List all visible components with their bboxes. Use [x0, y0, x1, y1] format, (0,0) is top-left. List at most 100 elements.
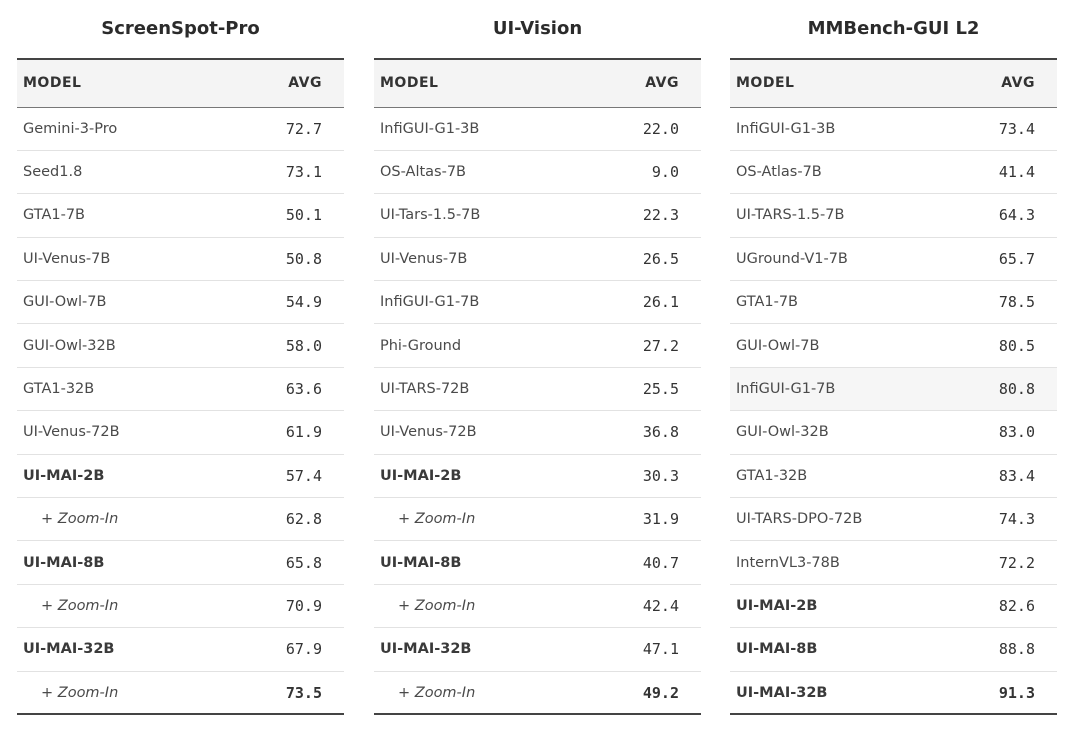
avg-score-cell: 83.0: [998, 423, 1035, 442]
table-row: UI-MAI-2B 82.6: [730, 584, 1057, 628]
model-name-cell: UI-Venus-72B: [380, 424, 477, 441]
avg-score-cell: 80.5: [998, 336, 1035, 355]
table-row: + Zoom-In 73.5: [17, 671, 344, 714]
model-name-cell: GUI-Owl-32B: [736, 424, 829, 441]
table-body: InfiGUI-G1-3B 73.4 OS-Atlas-7B 41.4 UI-TARS-…: [730, 107, 1057, 714]
table-row: Seed1.8 73.1: [17, 150, 344, 194]
table-row: GUI-Owl-7B 80.5: [730, 324, 1057, 368]
results-table: MODEL AVG InfiGUI-G1-3B 73.4 OS-Atlas-7B 41…: [730, 58, 1057, 716]
table-panel-ui-vision: UI-Vision MODEL AVG InfiGUI-G1-3B 22.0 OS-…: [374, 0, 701, 716]
panel-title: ScreenSpot-Pro: [101, 18, 260, 39]
model-name-cell: + Zoom-In: [398, 597, 476, 614]
table-row: InternVL3-78B 72.2: [730, 541, 1057, 585]
avg-score-cell: 63.6: [285, 380, 322, 399]
avg-score-cell: 64.3: [998, 206, 1035, 225]
table-row: UI-TARS-72B 25.5: [374, 367, 701, 411]
model-name-cell: UI-MAI-32B: [736, 684, 828, 701]
table-row: UI-MAI-8B 88.8: [730, 628, 1057, 672]
avg-score-cell: 54.9: [285, 293, 322, 312]
model-name-cell: + Zoom-In: [41, 684, 119, 701]
table-row: Phi-Ground 27.2: [374, 324, 701, 368]
avg-score-cell: 72.7: [285, 119, 322, 138]
avg-score-cell: 83.4: [998, 466, 1035, 485]
avg-score-cell: 30.3: [642, 466, 679, 485]
table-row: UI-Venus-72B 36.8: [374, 411, 701, 455]
model-name-cell: InfiGUI-G1-7B: [380, 294, 480, 311]
panel-title: UI-Vision: [492, 18, 583, 39]
avg-score-cell: 62.8: [285, 510, 322, 529]
model-name-cell: + Zoom-In: [398, 684, 476, 701]
column-header-model: MODEL: [23, 75, 82, 92]
avg-score-cell: 74.3: [998, 510, 1035, 529]
avg-score-cell: 82.6: [998, 596, 1035, 615]
model-name-cell: UI-MAI-8B: [23, 554, 105, 571]
table-row: UI-MAI-32B 47.1: [374, 628, 701, 672]
avg-score-cell: 47.1: [642, 640, 679, 659]
avg-score-cell: 67.9: [285, 640, 322, 659]
table-row: + Zoom-In 70.9: [17, 584, 344, 628]
avg-score-cell: 65.8: [285, 553, 322, 572]
model-name-cell: InternVL3-78B: [736, 554, 840, 571]
model-name-cell: UI-MAI-8B: [736, 641, 818, 658]
table-row: OS-Atlas-7B 41.4: [730, 150, 1057, 194]
avg-score-cell: 73.4: [998, 119, 1035, 138]
table-row: Gemini-3-Pro 72.7: [17, 107, 344, 151]
avg-score-cell: 9.0: [651, 163, 679, 182]
table-row: InfiGUI-G1-3B 22.0: [374, 107, 701, 151]
avg-score-cell: 50.1: [285, 206, 322, 225]
model-name-cell: UI-Venus-72B: [23, 424, 120, 441]
table-header-row: MODEL AVG: [730, 59, 1057, 107]
column-header-model: MODEL: [736, 75, 795, 92]
model-name-cell: UI-TARS-DPO-72B: [736, 511, 863, 528]
model-name-cell: + Zoom-In: [41, 597, 119, 614]
avg-score-cell: 22.0: [642, 119, 679, 138]
avg-score-cell: 50.8: [285, 249, 322, 268]
table-row: InfiGUI-G1-7B 80.8: [730, 367, 1057, 411]
model-name-cell: GTA1-32B: [736, 467, 808, 484]
model-name-cell: UI-MAI-32B: [380, 641, 472, 658]
table-row: UI-MAI-32B 67.9: [17, 628, 344, 672]
model-name-cell: UI-MAI-8B: [380, 554, 462, 571]
model-name-cell: UI-Tars-1.5-7B: [380, 207, 481, 224]
results-table: MODEL AVG Gemini-3-Pro 72.7 Seed1.8 73.1 GTA…: [17, 58, 344, 716]
table-header-row: MODEL AVG: [17, 59, 344, 107]
model-name-cell: Gemini-3-Pro: [23, 120, 118, 137]
table-row: UI-Venus-7B 26.5: [374, 237, 701, 281]
table-row: GUI-Owl-7B 54.9: [17, 281, 344, 324]
results-table: MODEL AVG InfiGUI-G1-3B 22.0 OS-Altas-7B 9.…: [374, 58, 701, 716]
table-row: + Zoom-In 49.2: [374, 671, 701, 714]
avg-score-cell: 58.0: [285, 336, 322, 355]
model-name-cell: Seed1.8: [23, 164, 83, 181]
model-name-cell: + Zoom-In: [398, 511, 476, 528]
avg-score-cell: 57.4: [285, 466, 322, 485]
table-row: UI-Venus-7B 50.8: [17, 237, 344, 281]
table-panel-screenspot-pro: ScreenSpot-Pro MODEL AVG Gemini-3-Pro 72.…: [17, 0, 344, 716]
table-body: Gemini-3-Pro 72.7 Seed1.8 73.1 GTA1-7B 50.1 UI…: [17, 107, 344, 714]
model-name-cell: + Zoom-In: [41, 511, 119, 528]
avg-score-cell: 41.4: [998, 163, 1035, 182]
avg-score-cell: 61.9: [285, 423, 322, 442]
table-row: GUI-Owl-32B 58.0: [17, 324, 344, 368]
model-name-cell: UGround-V1-7B: [736, 250, 848, 267]
model-name-cell: UI-MAI-2B: [380, 467, 462, 484]
avg-score-cell: 78.5: [998, 293, 1035, 312]
column-header-avg: AVG: [288, 75, 322, 92]
table-row: GTA1-32B 63.6: [17, 367, 344, 411]
table-header-row: MODEL AVG: [374, 59, 701, 107]
avg-score-cell: 70.9: [285, 596, 322, 615]
table-row: UGround-V1-7B 65.7: [730, 237, 1057, 281]
avg-score-cell: 25.5: [642, 380, 679, 399]
model-name-cell: OS-Atlas-7B: [736, 164, 822, 181]
model-name-cell: GTA1-32B: [23, 381, 95, 398]
model-name-cell: UI-TARS-1.5-7B: [736, 207, 845, 224]
avg-score-cell: 49.2: [642, 683, 679, 702]
avg-score-cell: 22.3: [642, 206, 679, 225]
avg-score-cell: 73.1: [285, 163, 322, 182]
avg-score-cell: 40.7: [642, 553, 679, 572]
table-body: InfiGUI-G1-3B 22.0 OS-Altas-7B 9.0 UI-Tars-1…: [374, 107, 701, 714]
table-row: UI-MAI-8B 40.7: [374, 541, 701, 585]
model-name-cell: GUI-Owl-7B: [736, 337, 820, 354]
model-name-cell: UI-Venus-7B: [380, 250, 468, 267]
model-name-cell: InfiGUI-G1-7B: [736, 381, 836, 398]
table-row: UI-MAI-2B 57.4: [17, 454, 344, 498]
